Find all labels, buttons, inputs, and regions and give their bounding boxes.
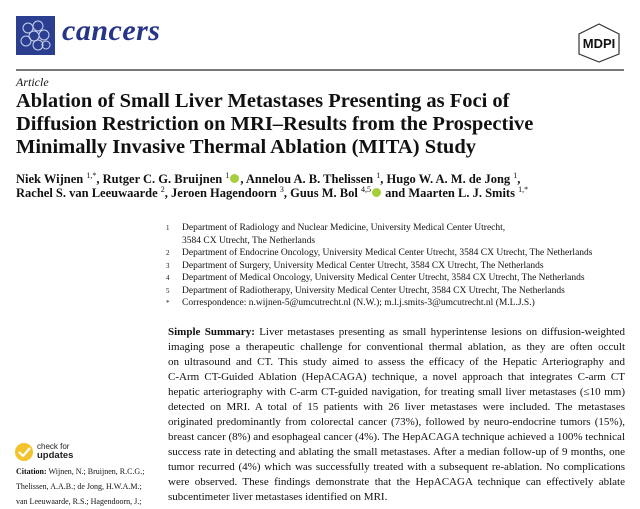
author-separator: , [240, 172, 246, 186]
author-name: Rachel S. van Leeuwaarde [16, 186, 158, 200]
summary-line: were observed. These findings demonstrat… [168, 475, 625, 490]
author-name: Niek Wijnen [16, 172, 84, 186]
summary-line: on ultrasound and CT. This study aimed t… [168, 355, 625, 370]
checkmark-icon [15, 443, 33, 461]
summary-text: subcentimeter liver metastases identifie… [168, 491, 388, 503]
summary-line: tumor recurred (4%) which was successful… [168, 460, 625, 475]
affiliation-text: Department of Medical Oncology, Universi… [182, 273, 585, 283]
affiliation-item: 4 Department of Medical Oncology, Univers… [166, 272, 626, 285]
affiliation-text: Department of Radiology and Nuclear Medi… [182, 223, 506, 233]
citation-line: Citation: Wijnen, N.; Bruijnen, R.C.G.; [16, 464, 166, 479]
citation-text: Thelissen, A.A.B.; de Jong, H.W.A.M.; [16, 482, 142, 491]
affiliation-text: Department of Radiotherapy, University M… [182, 285, 565, 296]
affiliation-text: Department of Endocrine Oncology, Univer… [182, 248, 593, 258]
author-name: Guus M. Bol [290, 186, 358, 200]
summary-text: hepatic arteriography with C-arm CT-guid… [168, 386, 625, 398]
author-name: Hugo W. A. M. de Jong [386, 172, 511, 186]
summary-text: tumor recurred (4%) which was successful… [168, 461, 625, 473]
author-separator: , [283, 186, 291, 200]
affiliation-number [166, 235, 182, 248]
affiliation-item: 1 Department of Radiology and Nuclear Med… [166, 222, 626, 235]
author-separator: , [164, 186, 172, 200]
author-affiliation-marker: 3 [279, 185, 284, 194]
author-affiliation-marker: 2 [160, 185, 165, 194]
summary-line: imaging pose a therapeutic challenge for… [168, 340, 625, 355]
citation-line: Thelissen, A.A.B.; de Jong, H.W.A.M.; [16, 479, 166, 494]
check-for-updates-button[interactable]: check for updates [15, 442, 105, 463]
affiliation-item: 2 Department of Endocrine Oncology, Unive… [166, 247, 626, 260]
affiliation-number: 4 [166, 274, 170, 282]
journal-logo-icon [16, 16, 55, 55]
author-separator: , [380, 172, 387, 186]
check-label: check for [37, 442, 70, 451]
summary-label: Simple Summary: [168, 326, 255, 338]
summary-line: subcentimeter liver metastases identifie… [168, 490, 625, 505]
mdpi-logo-text: MDPI [583, 36, 616, 51]
summary-text: C-Arm CT-Guided Ablation (HepACAGA) tech… [168, 371, 625, 383]
affiliation-text: 3584 CX Utrecht, The Netherlands [182, 235, 316, 246]
summary-text: success rate in detecting and ablating t… [168, 446, 625, 458]
summary-text: on ultrasound and CT. This study aimed t… [168, 356, 625, 368]
author-affiliation-marker: 1 [376, 171, 381, 180]
journal-name[interactable]: cancers [62, 14, 161, 47]
title-line: Diffusion Restriction on MRI–Results fro… [16, 113, 534, 135]
header-divider [16, 69, 624, 71]
affiliation-text: Correspondence: n.wijnen-5@umcutrecht.nl… [182, 298, 535, 308]
summary-line: C-Arm CT-Guided Ablation (HepACAGA) tech… [168, 370, 625, 385]
author-affiliation-marker: 1 [513, 171, 518, 180]
summary-line: originated predominantly from colorectal… [168, 415, 625, 430]
paper-title: Ablation of Small Liver Metastases Prese… [16, 90, 628, 159]
affiliation-number: 1 [166, 224, 170, 232]
summary-line: breast cancer (8%) and esophageal cancer… [168, 430, 625, 445]
citation-text: Wijnen, N.; Bruijnen, R.C.G.; [46, 467, 145, 476]
author-separator: , [517, 172, 521, 186]
affiliations: 1 Department of Radiology and Nuclear Med… [166, 222, 626, 310]
citation-line: van Leeuwaarde, R.S.; Hagendoorn, J.; [16, 494, 166, 509]
affiliation-item: 5 Department of Radiotherapy, University … [166, 285, 626, 298]
author-list: Niek Wijnen 1,*, Rutger C. G. Bruijnen 1… [16, 171, 628, 201]
summary-line: detected on MRI. A total of 15 patients … [168, 400, 625, 415]
author-name: Jeroen Hagendoorn [171, 186, 277, 200]
affiliation-text: Department of Surgery, University Medica… [182, 260, 544, 271]
affiliation-number: 2 [166, 249, 170, 257]
author-separator: , [96, 172, 103, 186]
author-name: Annelou A. B. Thelissen [245, 172, 374, 186]
summary-text: detected on MRI. A total of 15 patients … [168, 401, 625, 413]
citation: Citation: Wijnen, N.; Bruijnen, R.C.G.; T… [16, 464, 166, 509]
summary-text: originated predominantly from colorectal… [168, 416, 625, 428]
summary-text: Liver metastases presenting as small hyp… [254, 326, 625, 338]
summary-text: imaging pose a therapeutic challenge for… [168, 341, 625, 353]
orcid-icon[interactable] [230, 174, 240, 183]
author-affiliation-marker: 1 [225, 171, 230, 180]
mdpi-logo[interactable]: MDPI [574, 22, 624, 64]
affiliation-item: 3584 CX Utrecht, The Netherlands [166, 235, 626, 248]
summary-line: success rate in detecting and ablating t… [168, 445, 625, 460]
author-name: Maarten L. J. Smits [408, 186, 515, 200]
orcid-icon[interactable] [371, 188, 381, 197]
title-line: Minimally Invasive Thermal Ablation (MIT… [16, 136, 476, 158]
citation-label: Citation: [16, 467, 47, 476]
author-affiliation-marker: 1,* [518, 185, 529, 194]
affiliation-number: 5 [166, 286, 170, 295]
affiliation-number: * [166, 299, 170, 307]
author-affiliation-marker: 4,5 [360, 185, 371, 194]
summary-text: were observed. These findings demonstrat… [168, 476, 625, 488]
author-name: Rutger C. G. Bruijnen [102, 172, 223, 186]
title-line: Ablation of Small Liver Metastases Prese… [16, 90, 510, 112]
summary-text: breast cancer (8%) and esophageal cancer… [168, 431, 625, 443]
affiliation-item: 3 Department of Surgery, University Medic… [166, 260, 626, 273]
simple-summary: Simple Summary: Liver metastases present… [168, 325, 625, 505]
author-separator: and [381, 186, 409, 200]
summary-line: Simple Summary: Liver metastases present… [168, 325, 625, 340]
article-type: Article [16, 75, 49, 89]
affiliation-item: * Correspondence: n.wijnen-5@umcutrecht.n… [166, 297, 626, 310]
summary-line: hepatic arteriography with C-arm CT-guid… [168, 385, 625, 400]
citation-text: van Leeuwaarde, R.S.; Hagendoorn, J.; [16, 497, 142, 506]
updates-label: updates [37, 450, 74, 461]
author-affiliation-marker: 1,* [86, 171, 97, 180]
affiliation-number: 3 [166, 261, 170, 270]
